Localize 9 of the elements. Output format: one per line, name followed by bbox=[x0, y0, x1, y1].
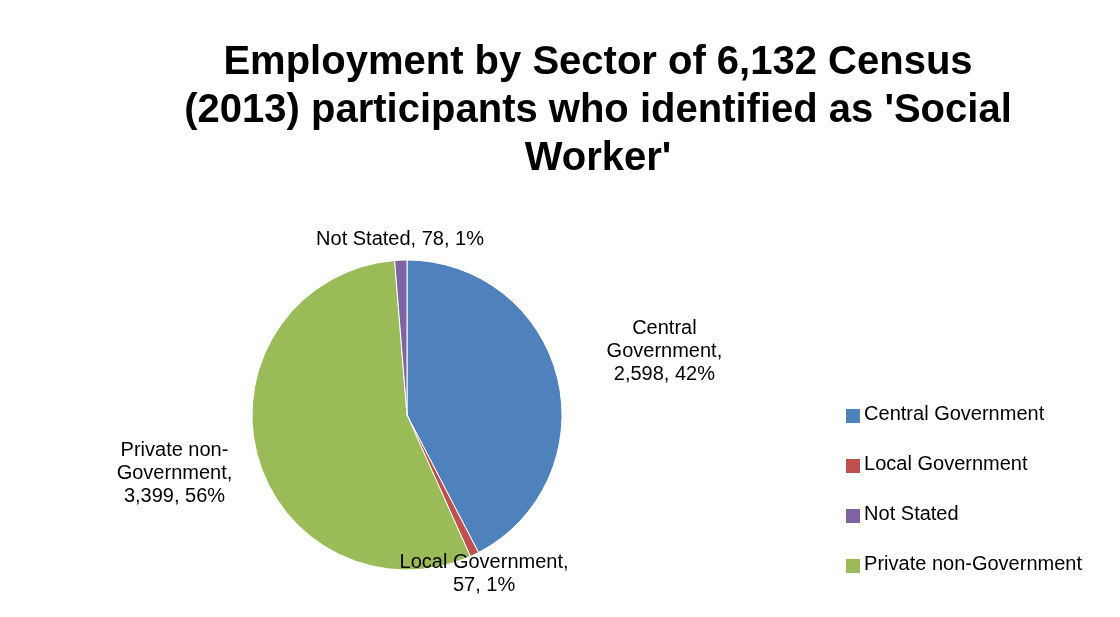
data-label: Private non-Government, 3,399, 56% bbox=[116, 438, 233, 507]
legend-label: Central Government bbox=[864, 402, 1045, 424]
legend-label: Private non-Government bbox=[864, 552, 1082, 574]
data-label: Not Stated, 78, 1% bbox=[316, 227, 485, 250]
data-label: Local Government, 57, 1% bbox=[399, 550, 569, 596]
data-label: Central Government, 2,598, 42% bbox=[606, 316, 723, 385]
chart-title: Employment by Sector of 6,132 Census (2013) participants who identified as 'Social Worker' bbox=[183, 37, 1013, 180]
legend-label: Local Government bbox=[864, 452, 1028, 474]
legend-label: Not Stated bbox=[864, 502, 959, 524]
